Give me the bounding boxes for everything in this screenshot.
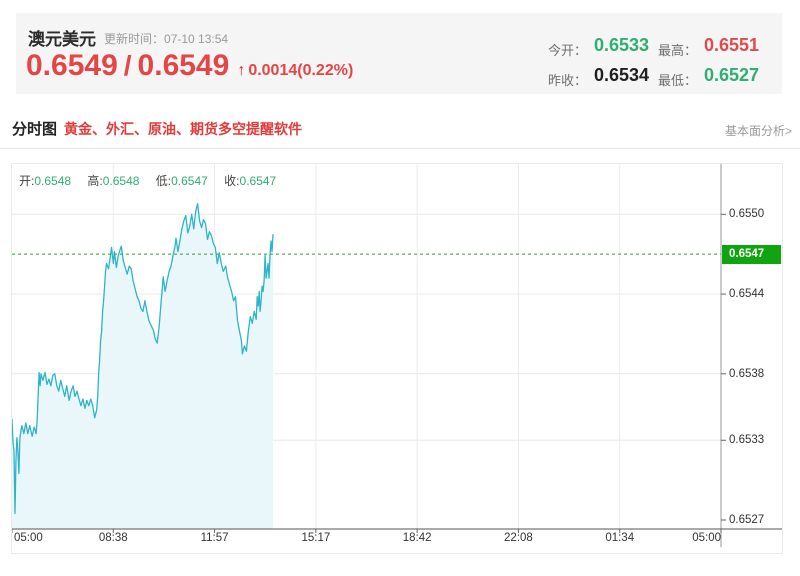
legend-close-value: 0.6547 [239,174,277,188]
legend-open-label: 开: [19,174,35,188]
intraday-chart[interactable]: 开:0.6548 高:0.6548 低:0.6547 收:0.6547 0.65… [11,163,783,554]
update-time: 更新时间：07-10 13:54 [104,30,228,47]
stat-open-label: 今开： [548,43,588,58]
tab-minute-chart[interactable]: 分时图 [12,121,58,138]
price-line [12,203,274,515]
chart-ohlc-legend: 开:0.6548 高:0.6548 低:0.6547 收:0.6547 [19,172,289,189]
x-axis-label: 05:00 [692,532,721,544]
stat-prevclose-label: 昨收： [548,73,588,88]
legend-high-value: 0.6548 [102,174,140,188]
legend-close-label: 收: [224,174,240,188]
stat-high-label: 最高： [658,43,698,58]
up-arrow-icon: ↑ [237,62,246,79]
legend-low-value: 0.6547 [171,174,208,188]
stat-high-value: 0.6551 [704,35,760,55]
update-time-label: 更新时间： [104,32,165,46]
x-axis-label: 11:57 [200,532,229,544]
y-axis-label: 0.6527 [729,514,765,526]
x-axis-label: 01:34 [605,532,635,544]
current-price-tag: 0.6547 [722,244,781,264]
price-separator: / [123,50,132,81]
x-axis-label: 15:17 [301,532,331,544]
promo-link[interactable]: 黄金、外汇、原油、期货多空提醒软件 [64,121,302,137]
bid-price: 0.6549 [26,49,118,82]
update-time-value: 07-10 13:54 [164,32,229,46]
stat-open-value: 0.6533 [594,35,650,55]
legend-high-label: 高: [87,174,103,188]
stat-low-label: 最低： [658,73,698,88]
stat-prevclose-value: 0.6534 [594,65,650,85]
fundamental-analysis-link[interactable]: 基本面分析> [724,124,792,138]
chart-toolbar: 分时图 黄金、外汇、原油、期货多空提醒软件 基本面分析> [0,106,800,149]
legend-low-label: 低: [155,174,172,188]
x-axis-label: 08:38 [98,532,128,544]
y-axis-label: 0.6544 [729,288,765,301]
x-axis-label: 18:42 [402,532,432,544]
current-price-row: 0.6549 / 0.6549 ↑ 0.0014(0.22%) [26,49,353,83]
y-axis-label: 0.6538 [729,367,765,380]
chart-canvas[interactable] [12,164,782,553]
pair-name: 澳元美元 [28,30,96,49]
price-area [12,203,273,529]
y-axis-label: 0.6550 [729,208,765,221]
y-axis-label: 0.6533 [729,434,765,447]
stat-low-value: 0.6527 [704,65,760,85]
x-axis-label: 22:08 [504,532,533,544]
quote-header: 澳元美元 更新时间：07-10 13:54 0.6549 / 0.6549 ↑ … [16,13,782,94]
x-axis-label: 05:00 [14,532,43,544]
price-change: 0.0014(0.22%) [248,62,354,79]
ask-price: 0.6549 [137,49,230,82]
legend-open-value: 0.6548 [34,174,72,188]
